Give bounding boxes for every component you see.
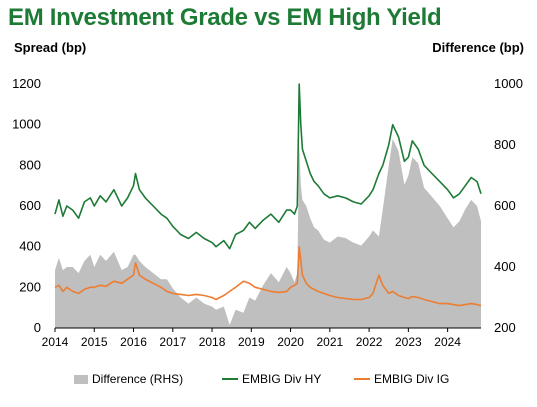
chart-title: EM Investment Grade vs EM High Yield xyxy=(8,4,442,31)
hy-line-layer xyxy=(54,83,482,250)
legend-item-diff: Difference (RHS) xyxy=(74,372,183,386)
legend-swatch-diff xyxy=(74,374,88,384)
legend-label-diff: Difference (RHS) xyxy=(92,372,184,386)
hy-series-line xyxy=(54,83,482,250)
y-right-tick-label: 600 xyxy=(494,198,516,213)
y-right-tick-label: 1000 xyxy=(494,76,523,91)
legend-swatch-ig xyxy=(354,378,370,380)
y-left-tick-label: 200 xyxy=(19,279,41,294)
y-left-tick-label: 1000 xyxy=(12,117,41,132)
difference-area xyxy=(55,138,481,328)
legend-item-ig: EMBIG Div IG xyxy=(354,372,449,386)
x-tick-label: 2014 xyxy=(42,335,69,349)
x-tick-label: 2015 xyxy=(81,335,108,349)
y-left-tick-label: 600 xyxy=(19,198,41,213)
legend-label-ig: EMBIG Div IG xyxy=(374,372,450,386)
x-tick-label: 2024 xyxy=(434,335,461,349)
x-tick-label: 2017 xyxy=(159,335,186,349)
y-right-tick-label: 200 xyxy=(494,320,516,335)
x-tick-label: 2018 xyxy=(199,335,226,349)
x-tick-label: 2019 xyxy=(238,335,265,349)
x-tick-label: 2020 xyxy=(277,335,304,349)
legend-item-hy: EMBIG Div HY xyxy=(222,372,321,386)
axes-layer: 2014 2015 2016 2017 2018 2019 2020 2021 2022 2023… xyxy=(12,76,523,349)
y-right-tick-label: 800 xyxy=(494,137,516,152)
x-tick-label: 2016 xyxy=(120,335,147,349)
ig-series-line xyxy=(54,245,482,307)
left-axis-title: Spread (bp) xyxy=(14,40,87,55)
legend-label-hy: EMBIG Div HY xyxy=(242,372,322,386)
y-left-tick-label: 0 xyxy=(34,320,41,335)
legend: Difference (RHS) EMBIG Div HY EMBIG Div … xyxy=(0,372,537,392)
ig-line-layer xyxy=(54,245,482,307)
x-tick-label: 2021 xyxy=(316,335,343,349)
y-right-tick-label: 400 xyxy=(494,259,516,274)
y-left-tick-label: 1200 xyxy=(12,76,41,91)
y-left-tick-label: 800 xyxy=(19,157,41,172)
legend-swatch-hy xyxy=(222,378,238,380)
x-tick-label: 2023 xyxy=(395,335,422,349)
difference-area-layer xyxy=(55,138,481,328)
y-left-tick-label: 400 xyxy=(19,239,41,254)
right-axis-title: Difference (bp) xyxy=(432,40,524,55)
x-tick-label: 2022 xyxy=(356,335,383,349)
